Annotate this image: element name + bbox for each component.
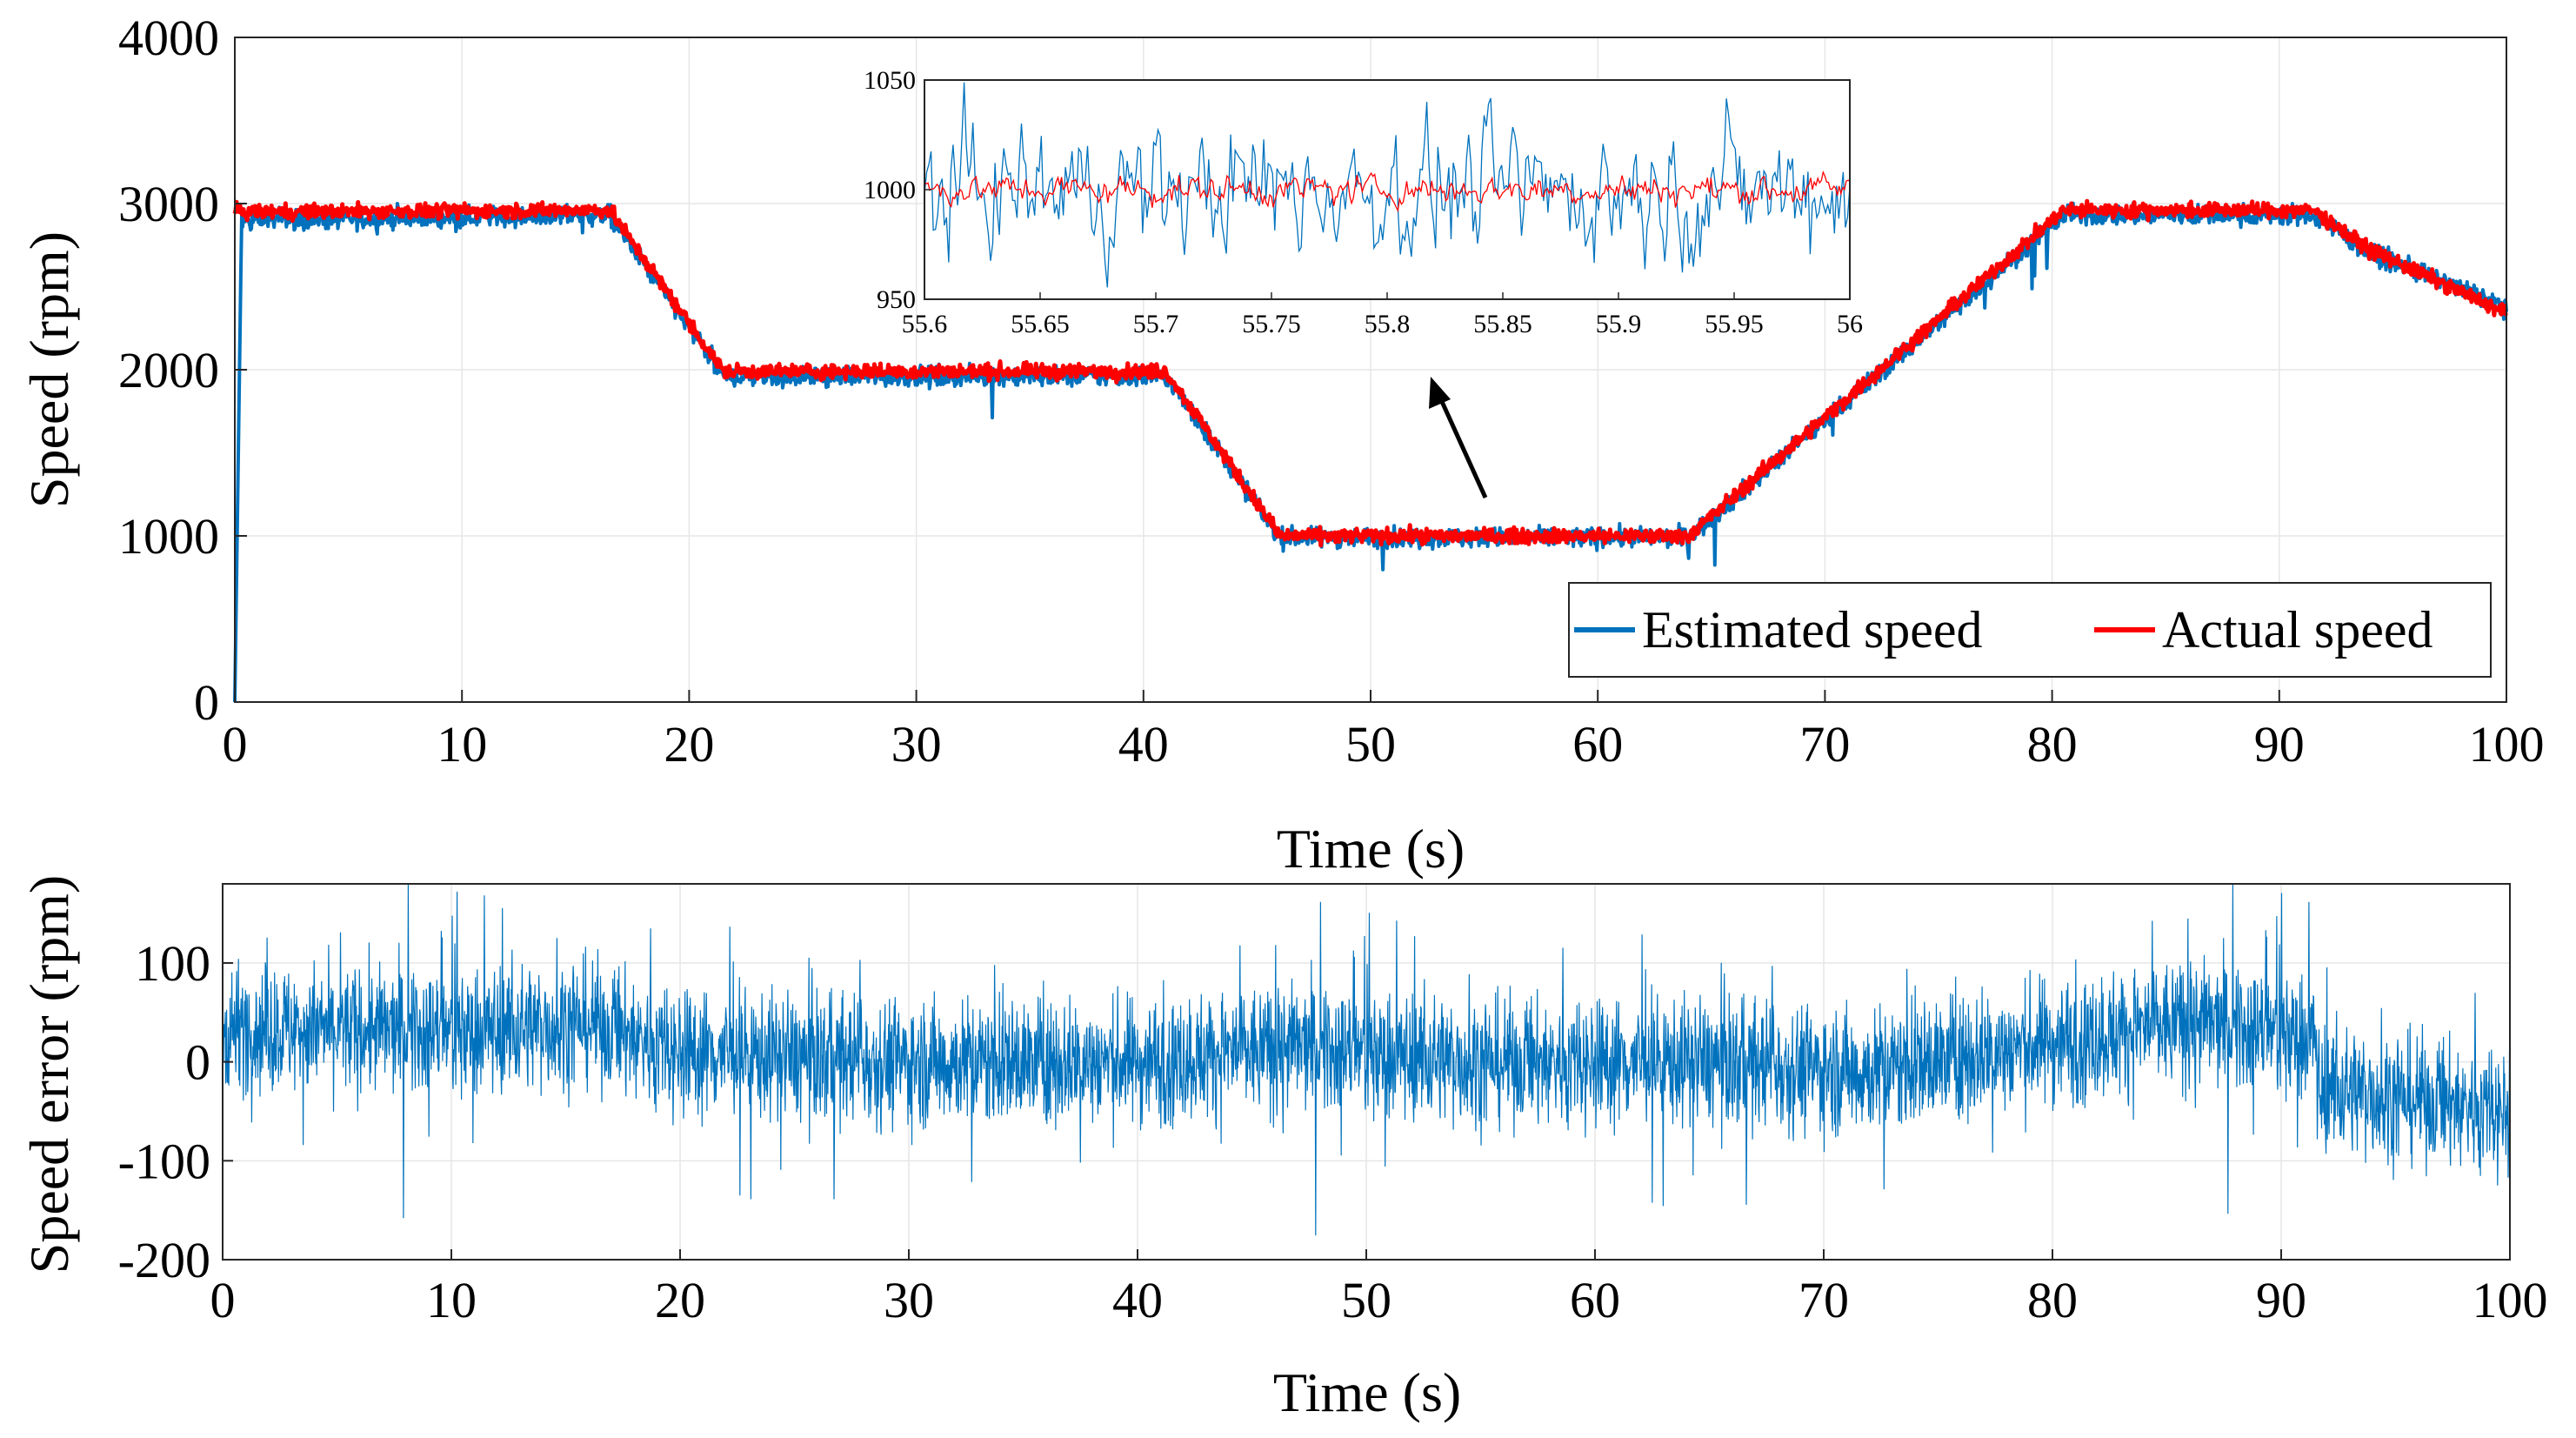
speed-chart-x-ticks: 0 10 20 30 40 50 60 70 80 90 100 (223, 690, 2545, 773)
inset-x-tick-label: 56 (1837, 310, 1863, 338)
speed-chart-legend: Estimated speed Actual speed (1568, 582, 2492, 678)
x-tick-label: 40 (1112, 1272, 1163, 1328)
y-tick-label: 3000 (118, 176, 219, 232)
x-tick-label: 70 (1799, 716, 1850, 773)
inset-y-tick-label: 1050 (864, 66, 916, 95)
x-tick-label: 20 (655, 1272, 705, 1328)
y-tick-label: -200 (118, 1232, 210, 1288)
y-tick-label: 0 (185, 1034, 210, 1091)
x-tick-label: 40 (1118, 716, 1169, 773)
x-tick-label: 70 (1799, 1272, 1849, 1328)
inset-y-tick-label: 950 (877, 285, 916, 314)
inset-x-tick-label: 55.75 (1242, 310, 1301, 338)
x-tick-label: 100 (2473, 1272, 2548, 1328)
x-tick-label: 50 (1345, 716, 1396, 773)
speed-error-chart: 0 10 20 30 40 50 60 70 80 90 100 -200 -100 0 100 Time… (18, 875, 2548, 1423)
speed-error-chart-y-ticks: -200 -100 0 100 (118, 935, 233, 1288)
speed-chart-series (232, 198, 2508, 703)
x-tick-label: 60 (1570, 1272, 1620, 1328)
x-tick-label: 10 (437, 716, 487, 773)
zoom-arrow-shaft (1437, 394, 1488, 499)
legend-actual-label: Actual speed (2162, 601, 2433, 659)
x-tick-label: 80 (2027, 716, 2078, 773)
y-tick-label: 1000 (118, 508, 219, 565)
x-tick-label: 10 (426, 1272, 477, 1328)
actual-speed-line (232, 198, 2508, 548)
x-tick-label: 90 (2254, 716, 2305, 773)
x-tick-label: 50 (1341, 1272, 1391, 1328)
speed-chart-y-label: Speed (rpm) (18, 231, 80, 508)
zoom-arrow-head (1429, 377, 1451, 409)
speed-chart-x-label: Time (s) (1277, 818, 1465, 880)
inset-x-ticks: 55.6 55.65 55.7 55.75 55.8 55.85 55.9 55.95 56 (902, 292, 1863, 338)
inset-series (924, 82, 1851, 288)
inset-actual-line (924, 170, 1851, 213)
inset-estimated-line (924, 82, 1851, 288)
inset-x-tick-label: 55.95 (1705, 310, 1764, 338)
inset-x-tick-label: 55.8 (1365, 310, 1411, 338)
legend-estimated-label: Estimated speed (1642, 601, 1983, 659)
inset-x-tick-label: 55.85 (1473, 310, 1532, 338)
speed-chart: 0 10 20 30 40 50 60 70 80 90 100 0 1000 2000 3000 4000… (18, 10, 2545, 880)
y-tick-label: 0 (194, 674, 219, 731)
inset-y-ticks: 950 1000 1050 (864, 66, 931, 314)
x-tick-label: 30 (884, 1272, 934, 1328)
y-tick-label: -100 (118, 1133, 210, 1189)
x-tick-label: 30 (891, 716, 942, 773)
y-tick-label: 100 (135, 935, 210, 992)
inset-background (924, 80, 1850, 299)
inset-x-tick-label: 55.7 (1133, 310, 1179, 338)
speed-error-line (222, 883, 2511, 1236)
speed-error-chart-x-ticks: 0 10 20 30 40 50 60 70 80 90 100 (210, 1249, 2548, 1328)
inset-y-tick-label: 1000 (864, 176, 916, 204)
y-tick-label: 4000 (118, 10, 219, 66)
zoom-arrow-icon (1429, 377, 1488, 499)
x-tick-label: 80 (2027, 1272, 2078, 1328)
x-tick-label: 100 (2469, 716, 2545, 773)
x-tick-label: 0 (223, 716, 248, 773)
inset-x-tick-label: 55.6 (902, 310, 948, 338)
x-tick-label: 20 (664, 716, 714, 773)
legend-box (1568, 582, 2492, 678)
speed-error-chart-series (222, 883, 2511, 1236)
y-tick-label: 2000 (118, 342, 219, 398)
speed-error-chart-y-label: Speed error (rpm) (18, 875, 80, 1274)
inset-x-tick-label: 55.65 (1011, 310, 1070, 338)
speed-error-chart-x-label: Time (s) (1273, 1361, 1461, 1423)
x-tick-label: 0 (210, 1272, 236, 1328)
zoom-inset: 55.6 55.65 55.7 55.75 55.8 55.85 55.9 55.95 56 9… (864, 66, 1863, 338)
inset-x-tick-label: 55.9 (1596, 310, 1642, 338)
speed-chart-y-ticks: 0 1000 2000 3000 4000 (118, 10, 247, 731)
x-tick-label: 60 (1572, 716, 1623, 773)
x-tick-label: 90 (2256, 1272, 2306, 1328)
